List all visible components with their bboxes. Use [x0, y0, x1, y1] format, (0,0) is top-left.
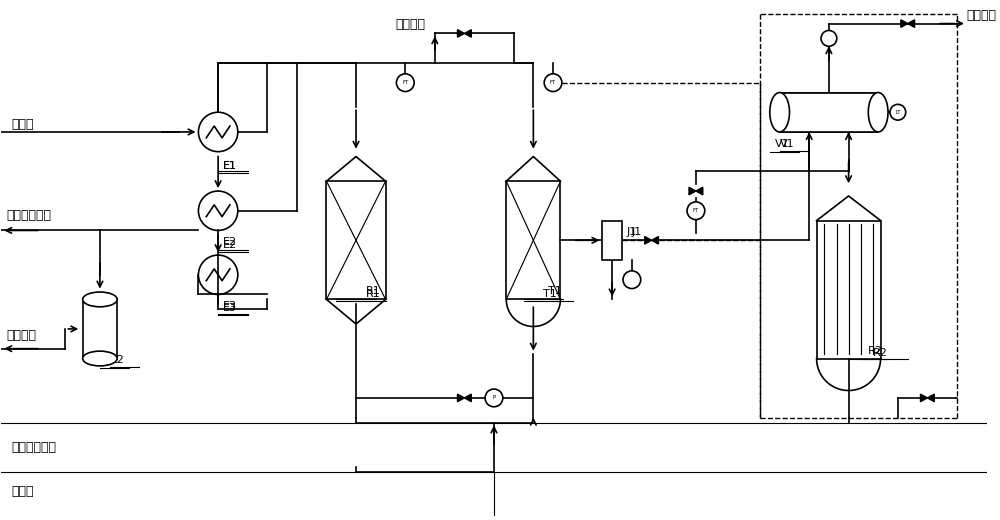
- Text: V2: V2: [105, 356, 120, 366]
- Polygon shape: [927, 394, 934, 402]
- Text: R1: R1: [366, 290, 381, 300]
- Text: 变换气去脱碳: 变换气去脱碳: [6, 209, 51, 222]
- Ellipse shape: [770, 93, 789, 132]
- Text: FT: FT: [402, 80, 408, 85]
- Text: V2: V2: [110, 356, 125, 366]
- Polygon shape: [696, 187, 703, 195]
- Ellipse shape: [868, 93, 888, 132]
- Text: R2: R2: [868, 346, 883, 356]
- Polygon shape: [908, 20, 915, 28]
- Polygon shape: [645, 237, 652, 244]
- Text: 除氧水: 除氧水: [11, 485, 34, 498]
- Bar: [817, 220, 881, 358]
- Bar: [83, 300, 117, 358]
- Circle shape: [890, 105, 906, 120]
- Text: 中压过热蒸汽: 中压过热蒸汽: [11, 440, 56, 453]
- Polygon shape: [901, 20, 908, 28]
- Bar: [506, 181, 560, 300]
- Bar: [326, 181, 386, 300]
- Circle shape: [623, 271, 641, 289]
- Text: E2: E2: [223, 237, 237, 247]
- Text: V1: V1: [775, 139, 789, 149]
- Text: E1: E1: [223, 161, 237, 172]
- Text: FT: FT: [693, 208, 699, 213]
- Circle shape: [821, 31, 837, 46]
- Text: 变换凝液: 变换凝液: [6, 329, 36, 342]
- Bar: [780, 93, 878, 132]
- Text: 副产蒸汽: 副产蒸汽: [967, 9, 997, 22]
- Polygon shape: [689, 187, 696, 195]
- Polygon shape: [458, 30, 464, 37]
- Text: R2: R2: [873, 347, 888, 358]
- Circle shape: [396, 74, 414, 92]
- Text: R1: R1: [366, 287, 381, 296]
- Ellipse shape: [83, 351, 117, 366]
- Text: E2: E2: [223, 240, 237, 250]
- Circle shape: [544, 74, 562, 92]
- Text: E1: E1: [223, 161, 237, 172]
- Text: E3: E3: [223, 301, 237, 311]
- Ellipse shape: [83, 292, 117, 307]
- Text: T1: T1: [543, 290, 557, 300]
- Text: V1: V1: [780, 139, 794, 149]
- Bar: [602, 220, 622, 260]
- Circle shape: [687, 202, 705, 219]
- Polygon shape: [464, 394, 471, 402]
- Text: FT: FT: [550, 80, 556, 85]
- Text: E3: E3: [223, 303, 237, 313]
- Polygon shape: [652, 237, 658, 244]
- Text: J1: J1: [627, 227, 637, 237]
- Text: 变换旁路: 变换旁路: [395, 19, 425, 32]
- Polygon shape: [458, 394, 464, 402]
- Circle shape: [485, 389, 503, 407]
- Text: LT: LT: [895, 110, 901, 115]
- Polygon shape: [464, 30, 471, 37]
- Text: 净化气: 净化气: [11, 118, 34, 131]
- Text: P: P: [492, 395, 496, 400]
- Polygon shape: [921, 394, 927, 402]
- Text: T1: T1: [548, 287, 562, 296]
- Text: J1: J1: [632, 227, 642, 237]
